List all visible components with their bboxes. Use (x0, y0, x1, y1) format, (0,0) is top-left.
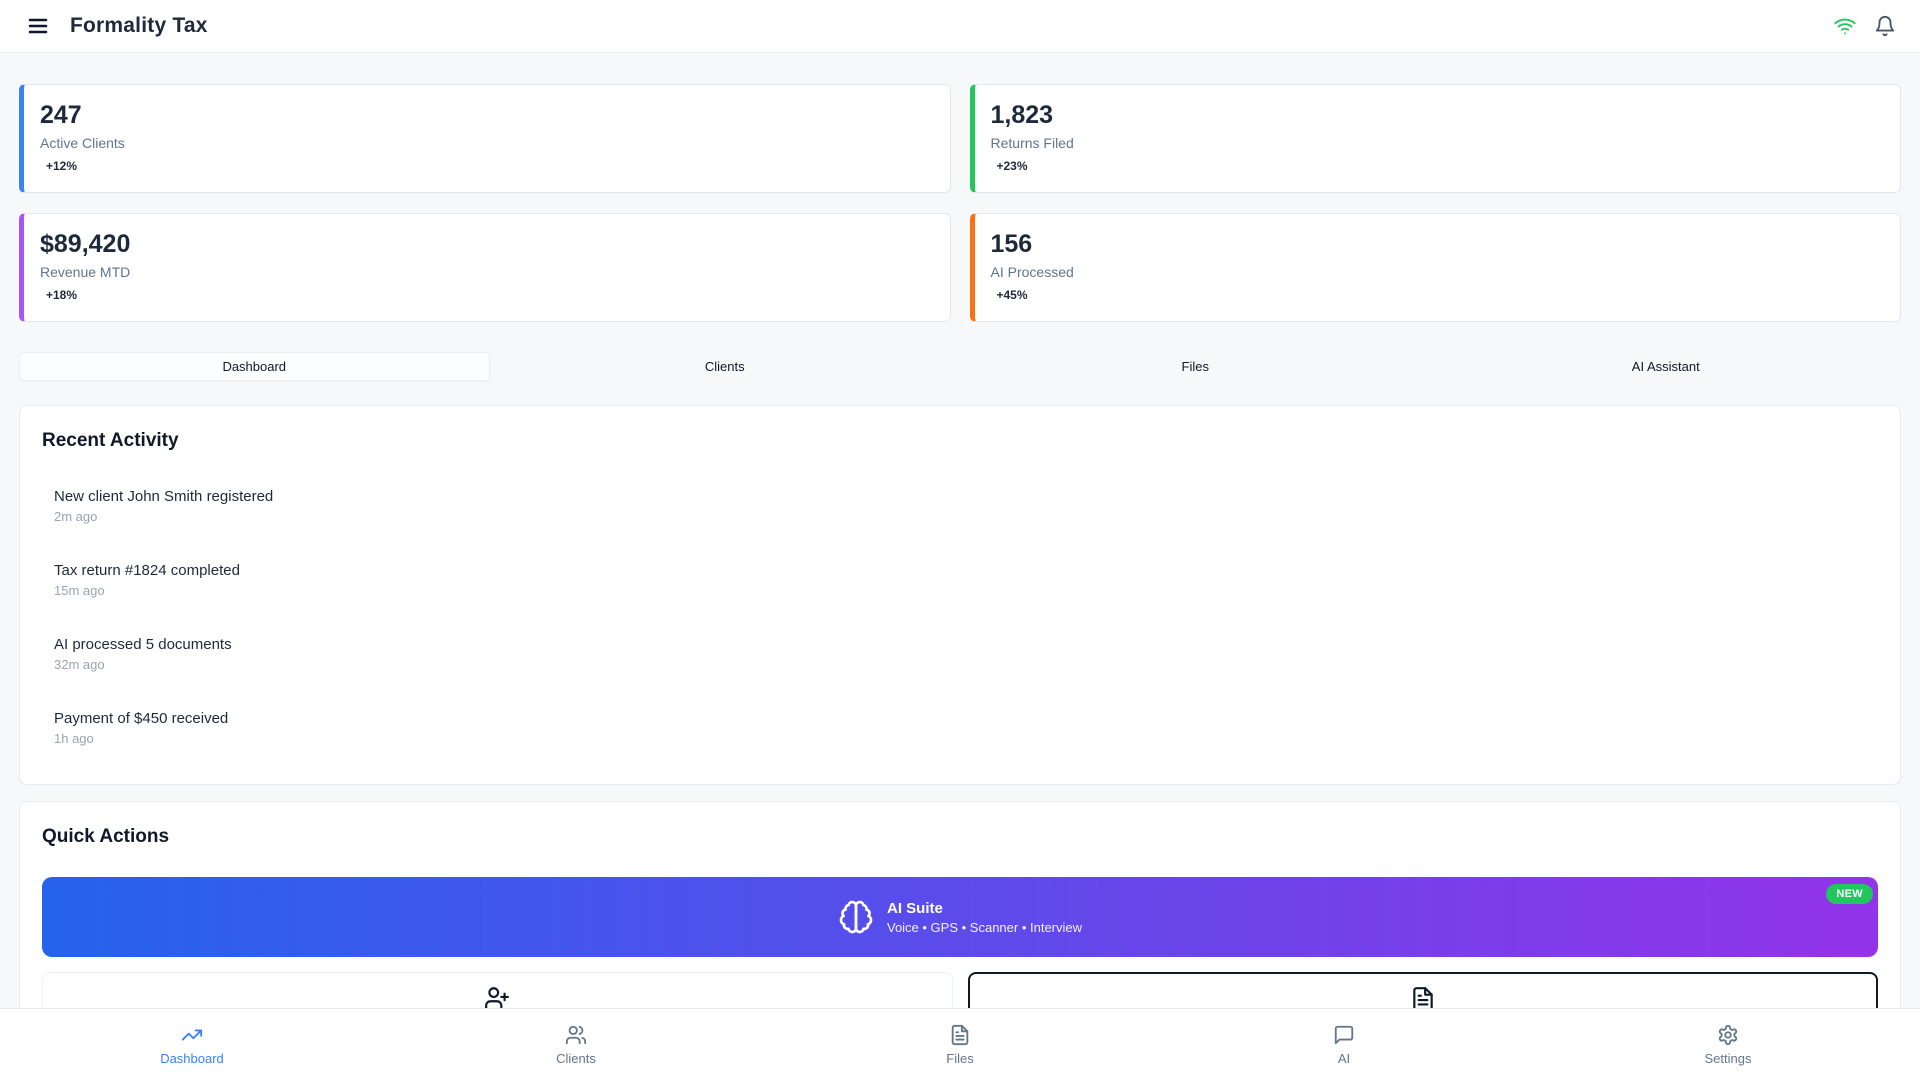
stat-card-returns-filed: 1,823 Returns Filed +23% (969, 84, 1901, 193)
brain-icon (838, 899, 874, 935)
activity-text: Tax return #1824 completed (54, 562, 240, 579)
bottom-navigation: Dashboard Clients Files AI S (0, 1008, 1920, 1080)
nav-item-dashboard[interactable]: Dashboard (0, 1009, 384, 1080)
trending-up-icon (181, 1024, 203, 1046)
stat-change-badge: +12% (46, 158, 78, 173)
chat-bubble-icon (1333, 1024, 1355, 1046)
stat-value: 156 (990, 230, 1033, 258)
ai-banner-text: AI Suite Voice • GPS • Scanner • Intervi… (887, 900, 1082, 935)
file-text-icon (949, 1024, 971, 1046)
wifi-status-icon (1834, 15, 1856, 37)
ai-suite-banner-button[interactable]: AI Suite Voice • GPS • Scanner • Intervi… (42, 877, 1878, 957)
nav-label: AI (1337, 1050, 1351, 1066)
stat-value: $89,420 (40, 230, 131, 258)
activity-text: Payment of $450 received (54, 710, 229, 727)
tab-ai-assistant[interactable]: AI Assistant (1431, 352, 1902, 381)
activity-time: 1h ago (54, 731, 94, 746)
nav-label: Dashboard (160, 1050, 224, 1066)
stat-card-revenue-mtd: $89,420 Revenue MTD +18% (19, 213, 951, 322)
users-icon (565, 1024, 587, 1046)
app-header: Formality Tax (0, 0, 1920, 53)
stat-change-badge: +45% (996, 287, 1028, 302)
tab-dashboard[interactable]: Dashboard (19, 352, 490, 381)
quick-actions-title: Quick Actions (42, 826, 170, 847)
recent-activity-title: Recent Activity (42, 430, 179, 451)
activity-item: AI processed 5 documents 32m ago (54, 636, 1878, 672)
app-title: Formality Tax (70, 14, 208, 37)
activity-text: New client John Smith registered (54, 488, 274, 505)
notifications-button[interactable] (1872, 13, 1898, 39)
ai-banner-subtitle: Voice • GPS • Scanner • Interview (886, 919, 1083, 935)
stats-grid: 247 Active Clients +12% 1,823 Returns Fi… (19, 84, 1901, 322)
activity-time: 2m ago (54, 509, 98, 524)
activity-item: Tax return #1824 completed 15m ago (54, 562, 1878, 598)
ai-banner-title: AI Suite (886, 899, 943, 917)
header-right (1834, 13, 1898, 39)
menu-icon (26, 14, 50, 38)
stat-label: AI Processed (990, 263, 1074, 280)
hamburger-menu-button[interactable] (22, 10, 54, 42)
activity-item: Payment of $450 received 1h ago (54, 710, 1878, 746)
stat-value: 1,823 (990, 101, 1054, 129)
stat-label: Active Clients (40, 134, 125, 151)
stat-value: 247 (40, 101, 82, 129)
activity-list: New client John Smith registered 2m ago … (42, 488, 1878, 746)
tab-files[interactable]: Files (960, 352, 1431, 381)
tab-bar: Dashboard Clients Files AI Assistant (19, 352, 1901, 381)
user-plus-icon (484, 985, 510, 1011)
activity-item: New client John Smith registered 2m ago (54, 488, 1878, 524)
stat-label: Returns Filed (990, 134, 1074, 151)
main-content: 247 Active Clients +12% 1,823 Returns Fi… (0, 53, 1920, 1080)
stat-change-badge: +18% (46, 287, 78, 302)
recent-activity-panel: Recent Activity New client John Smith re… (19, 405, 1901, 785)
nav-item-ai[interactable]: AI (1152, 1009, 1536, 1080)
nav-item-files[interactable]: Files (768, 1009, 1152, 1080)
stat-change-badge: +23% (996, 158, 1028, 173)
nav-item-settings[interactable]: Settings (1536, 1009, 1920, 1080)
stat-card-active-clients: 247 Active Clients +12% (19, 84, 951, 193)
activity-time: 15m ago (54, 583, 105, 598)
stat-card-ai-processed: 156 AI Processed +45% (969, 213, 1901, 322)
new-badge: NEW (1826, 884, 1873, 904)
gear-icon (1717, 1024, 1739, 1046)
tab-clients[interactable]: Clients (490, 352, 961, 381)
bell-icon (1874, 15, 1896, 37)
nav-label: Files (946, 1050, 974, 1066)
stat-label: Revenue MTD (40, 263, 131, 280)
nav-label: Clients (556, 1050, 596, 1066)
nav-label: Settings (1704, 1050, 1752, 1066)
nav-item-clients[interactable]: Clients (384, 1009, 768, 1080)
activity-text: AI processed 5 documents (54, 636, 232, 653)
activity-time: 32m ago (54, 657, 105, 672)
